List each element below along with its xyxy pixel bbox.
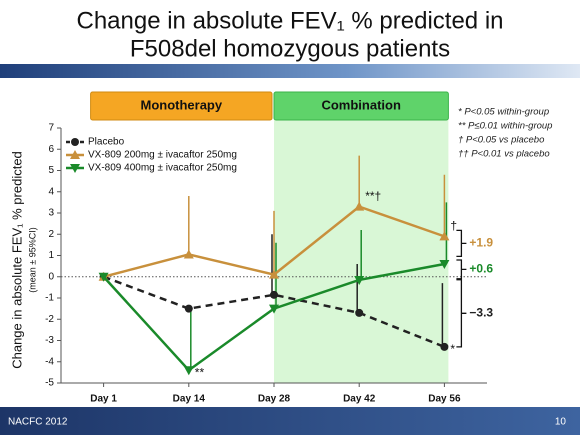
y-tick-label: -5: [45, 378, 54, 389]
footnote: ** P≤0.01 within-group: [458, 121, 552, 132]
y-tick-label: -2: [45, 314, 54, 325]
marker: [354, 201, 365, 211]
legend-label: Placebo: [88, 137, 125, 148]
footer-left: NACFC 2012: [8, 417, 68, 428]
y-axis-label: Change in absolute FEV₁ % predicted: [9, 151, 24, 369]
footnote: † P<0.05 vs placebo: [458, 135, 544, 146]
y-tick-label: 7: [48, 123, 54, 134]
series-line: [103, 275, 445, 349]
marker: [354, 275, 365, 285]
x-tick-label: Day 28: [258, 394, 291, 405]
marker: [439, 260, 450, 269]
phase-box: [273, 91, 449, 121]
marker: [439, 231, 450, 241]
marker: [71, 138, 79, 146]
y-tick-label: 4: [48, 186, 54, 197]
y-tick-label: -4: [45, 356, 54, 367]
y-tick-label: 2: [48, 229, 54, 240]
phase-box: [90, 91, 273, 121]
footnote: * P<0.05 within-group: [458, 107, 549, 118]
legend-label: VX-809 200mg ± ivacaftor 250mg: [88, 150, 237, 161]
y-tick-label: -1: [45, 293, 54, 304]
footer-band: [0, 407, 580, 435]
header-band: [0, 64, 580, 78]
footer-right: 10: [555, 417, 567, 428]
bracket: [456, 279, 467, 348]
legend-label: VX-809 400mg ± ivacaftor 250mg: [88, 163, 237, 174]
marker: [70, 150, 80, 159]
title-line: F508del homozygous patients: [130, 35, 450, 62]
point-annotation: *: [450, 342, 455, 356]
y-tick-label: 1: [48, 250, 54, 261]
marker: [270, 290, 278, 299]
marker: [98, 272, 109, 282]
x-tick-label: Day 56: [428, 394, 461, 405]
x-tick-label: Day 42: [343, 394, 376, 405]
marker: [70, 164, 80, 173]
y-tick-label: -3: [45, 335, 54, 346]
end-label: +0.6: [469, 262, 493, 276]
title-line: Change in absolute FEV₁ % predicted in: [76, 7, 503, 34]
y-tick-label: 5: [48, 165, 54, 176]
y-tick-label: 6: [48, 144, 54, 155]
end-label: −3.3: [469, 305, 493, 319]
footnote: †† P<0.01 vs placebo: [458, 149, 550, 160]
marker: [440, 342, 449, 351]
point-annotation: †: [450, 219, 457, 233]
x-tick-label: Day 14: [173, 394, 206, 405]
bracket: [456, 259, 467, 280]
phase-label: Monotherapy: [140, 97, 222, 112]
marker: [269, 269, 279, 279]
marker: [355, 308, 364, 317]
y-tick-label: 3: [48, 208, 54, 219]
marker: [183, 249, 194, 259]
point-annotation: **: [195, 365, 205, 379]
marker: [269, 304, 279, 314]
y-tick-label: 0: [48, 271, 54, 282]
bracket: [456, 229, 467, 258]
x-tick-label: Day 1: [90, 394, 117, 405]
phase-label: Combination: [321, 97, 400, 112]
marker: [183, 366, 194, 376]
end-label: +1.9: [469, 236, 493, 250]
y-axis-sublabel: (mean ± 95%CI): [27, 227, 37, 292]
point-annotation: **†: [365, 189, 381, 203]
marker: [184, 304, 193, 313]
